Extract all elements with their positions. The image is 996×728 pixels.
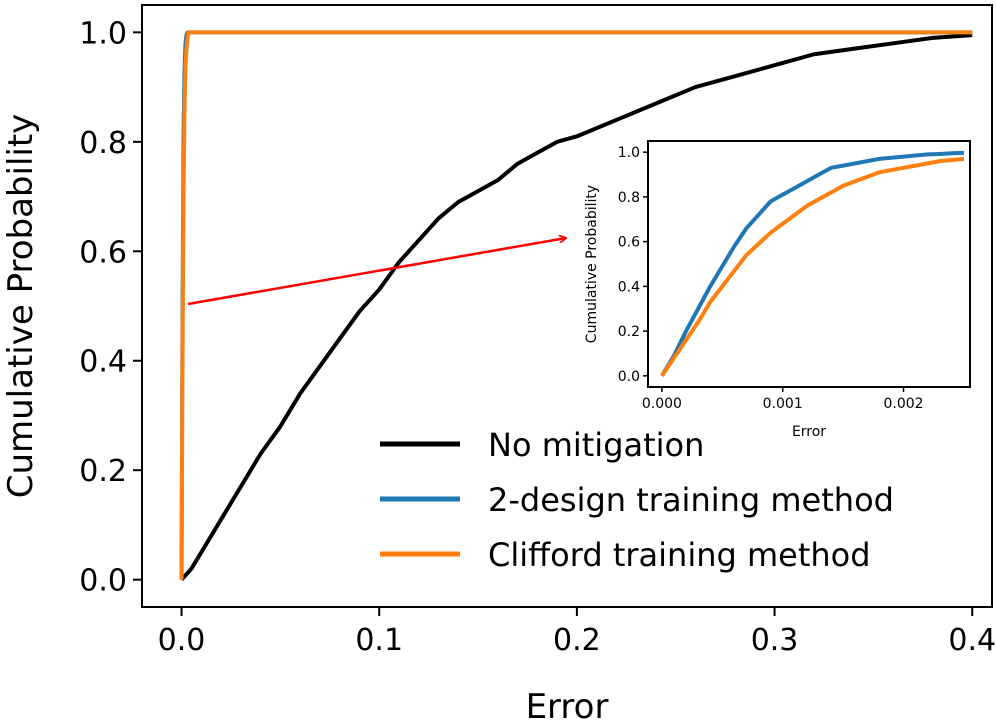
main-y-tick-label: 1.0 (79, 16, 127, 51)
main-y-tick-label: 0.4 (79, 345, 127, 380)
main-plot-frame (141, 4, 993, 608)
legend-label-no-mitigation: No mitigation (488, 426, 704, 464)
inset-y-axis-label: Cumulative Probability (584, 185, 600, 343)
inset-y-tick-label: 0.6 (618, 235, 640, 251)
main-y-tick-label: 0.6 (79, 235, 127, 270)
inset-series-line-0 (660, 150, 965, 377)
inset-series-group (660, 150, 965, 377)
main-x-tick-label: 0.1 (355, 623, 403, 658)
inset-y-tick-label: 1.0 (618, 145, 640, 161)
main-ticks-group: 0.0 0.1 0.2 0.3 0.4 0.0 0.2 0.4 0.6 0.8 1.0 (79, 16, 996, 658)
inset-x-tick-label: 0.002 (883, 396, 923, 412)
main-series-line-no-mitigation (180, 33, 973, 581)
legend: No mitigation 2-design training method C… (380, 426, 894, 574)
inset-series-line-1 (660, 156, 965, 377)
inset-x-axis-label: Error (792, 424, 826, 440)
main-y-axis-label: Cumulative Probability (1, 114, 41, 499)
main-y-tick-label: 0.2 (79, 454, 127, 489)
main-series-group (179, 30, 973, 581)
inset-y-tick-label: 0.4 (618, 279, 640, 295)
legend-label-2-design: 2-design training method (488, 481, 894, 519)
main-x-tick-label: 0.2 (553, 623, 601, 658)
main-x-axis-label: Error (526, 687, 609, 727)
main-y-tick-label: 0.8 (79, 126, 127, 161)
legend-label-clifford: Clifford training method (488, 536, 871, 574)
inset-y-tick-label: 0.8 (618, 190, 640, 206)
zoom-arrow (187, 238, 566, 306)
main-x-tick-label: 0.3 (751, 623, 799, 658)
main-y-tick-label: 0.0 (79, 564, 127, 599)
inset-y-tick-label: 0.0 (618, 369, 640, 385)
inset-x-tick-label: 0.000 (642, 396, 682, 412)
inset-plot-frame (647, 140, 971, 388)
inset-ticks-group: 0.000 0.001 0.002 0.0 0.2 0.4 0.6 0.8 1.0 (618, 145, 924, 412)
main-x-tick-label: 0.4 (948, 623, 996, 658)
main-series-line-clifford-training-method (179, 30, 973, 580)
main-x-tick-label: 0.0 (158, 623, 206, 658)
inset-y-tick-label: 0.2 (618, 324, 640, 340)
inset-x-tick-label: 0.001 (763, 396, 803, 412)
